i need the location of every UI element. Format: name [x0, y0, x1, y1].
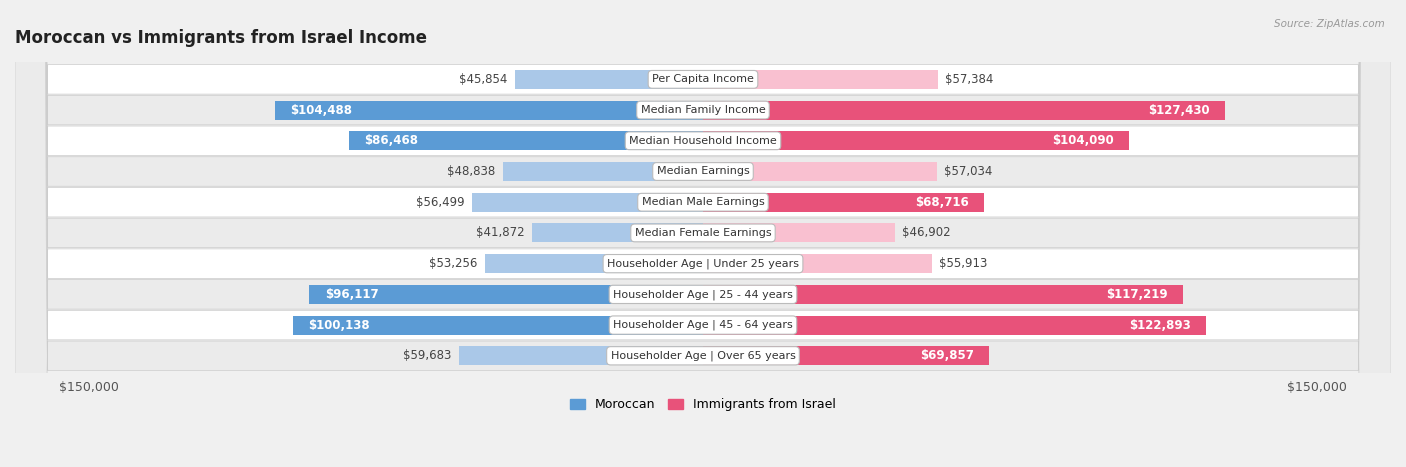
Bar	[703, 223, 896, 242]
Text: Median Earnings: Median Earnings	[657, 167, 749, 177]
Bar	[703, 70, 938, 89]
Text: Householder Age | Under 25 years: Householder Age | Under 25 years	[607, 258, 799, 269]
FancyBboxPatch shape	[15, 0, 1391, 467]
Text: $68,716: $68,716	[915, 196, 969, 209]
Bar	[292, 316, 703, 335]
FancyBboxPatch shape	[15, 0, 1391, 467]
FancyBboxPatch shape	[15, 0, 1391, 467]
Bar	[531, 223, 703, 242]
Bar	[703, 100, 1225, 120]
Text: $55,913: $55,913	[939, 257, 988, 270]
Text: Householder Age | 25 - 44 years: Householder Age | 25 - 44 years	[613, 289, 793, 300]
Text: $69,857: $69,857	[920, 349, 974, 362]
FancyBboxPatch shape	[15, 0, 1391, 467]
Text: Moroccan vs Immigrants from Israel Income: Moroccan vs Immigrants from Israel Incom…	[15, 29, 427, 47]
Bar	[349, 131, 703, 150]
FancyBboxPatch shape	[15, 0, 1391, 467]
FancyBboxPatch shape	[15, 0, 1391, 467]
Text: $45,854: $45,854	[460, 73, 508, 86]
Text: Per Capita Income: Per Capita Income	[652, 74, 754, 85]
Text: $53,256: $53,256	[429, 257, 478, 270]
Text: $48,838: $48,838	[447, 165, 496, 178]
Bar	[485, 254, 703, 273]
Text: Median Male Earnings: Median Male Earnings	[641, 197, 765, 207]
Text: $59,683: $59,683	[404, 349, 451, 362]
Text: $46,902: $46,902	[903, 226, 950, 240]
Text: $57,384: $57,384	[945, 73, 994, 86]
Text: $104,488: $104,488	[291, 104, 353, 117]
Text: $104,090: $104,090	[1052, 134, 1114, 147]
Bar	[471, 193, 703, 212]
Text: Householder Age | Over 65 years: Householder Age | Over 65 years	[610, 351, 796, 361]
FancyBboxPatch shape	[15, 0, 1391, 467]
Text: Householder Age | 45 - 64 years: Householder Age | 45 - 64 years	[613, 320, 793, 330]
Text: $96,117: $96,117	[325, 288, 378, 301]
Text: $56,499: $56,499	[416, 196, 464, 209]
Text: Median Family Income: Median Family Income	[641, 105, 765, 115]
Bar	[703, 285, 1182, 304]
Legend: Moroccan, Immigrants from Israel: Moroccan, Immigrants from Israel	[565, 393, 841, 416]
Bar	[276, 100, 703, 120]
Text: $100,138: $100,138	[308, 318, 370, 332]
Bar	[703, 193, 984, 212]
Text: Source: ZipAtlas.com: Source: ZipAtlas.com	[1274, 19, 1385, 28]
Text: Median Female Earnings: Median Female Earnings	[634, 228, 772, 238]
Text: $41,872: $41,872	[475, 226, 524, 240]
FancyBboxPatch shape	[15, 0, 1391, 467]
Bar	[503, 162, 703, 181]
Text: $122,893: $122,893	[1129, 318, 1191, 332]
Bar	[309, 285, 703, 304]
FancyBboxPatch shape	[15, 0, 1391, 467]
Text: $86,468: $86,468	[364, 134, 418, 147]
Text: $117,219: $117,219	[1107, 288, 1167, 301]
Bar	[703, 131, 1129, 150]
Bar	[458, 346, 703, 365]
Bar	[515, 70, 703, 89]
FancyBboxPatch shape	[15, 0, 1391, 467]
Bar	[703, 162, 936, 181]
Bar	[703, 316, 1206, 335]
Text: $57,034: $57,034	[943, 165, 993, 178]
Bar	[703, 254, 932, 273]
Text: Median Household Income: Median Household Income	[628, 136, 778, 146]
Text: $127,430: $127,430	[1147, 104, 1209, 117]
Bar	[703, 346, 988, 365]
